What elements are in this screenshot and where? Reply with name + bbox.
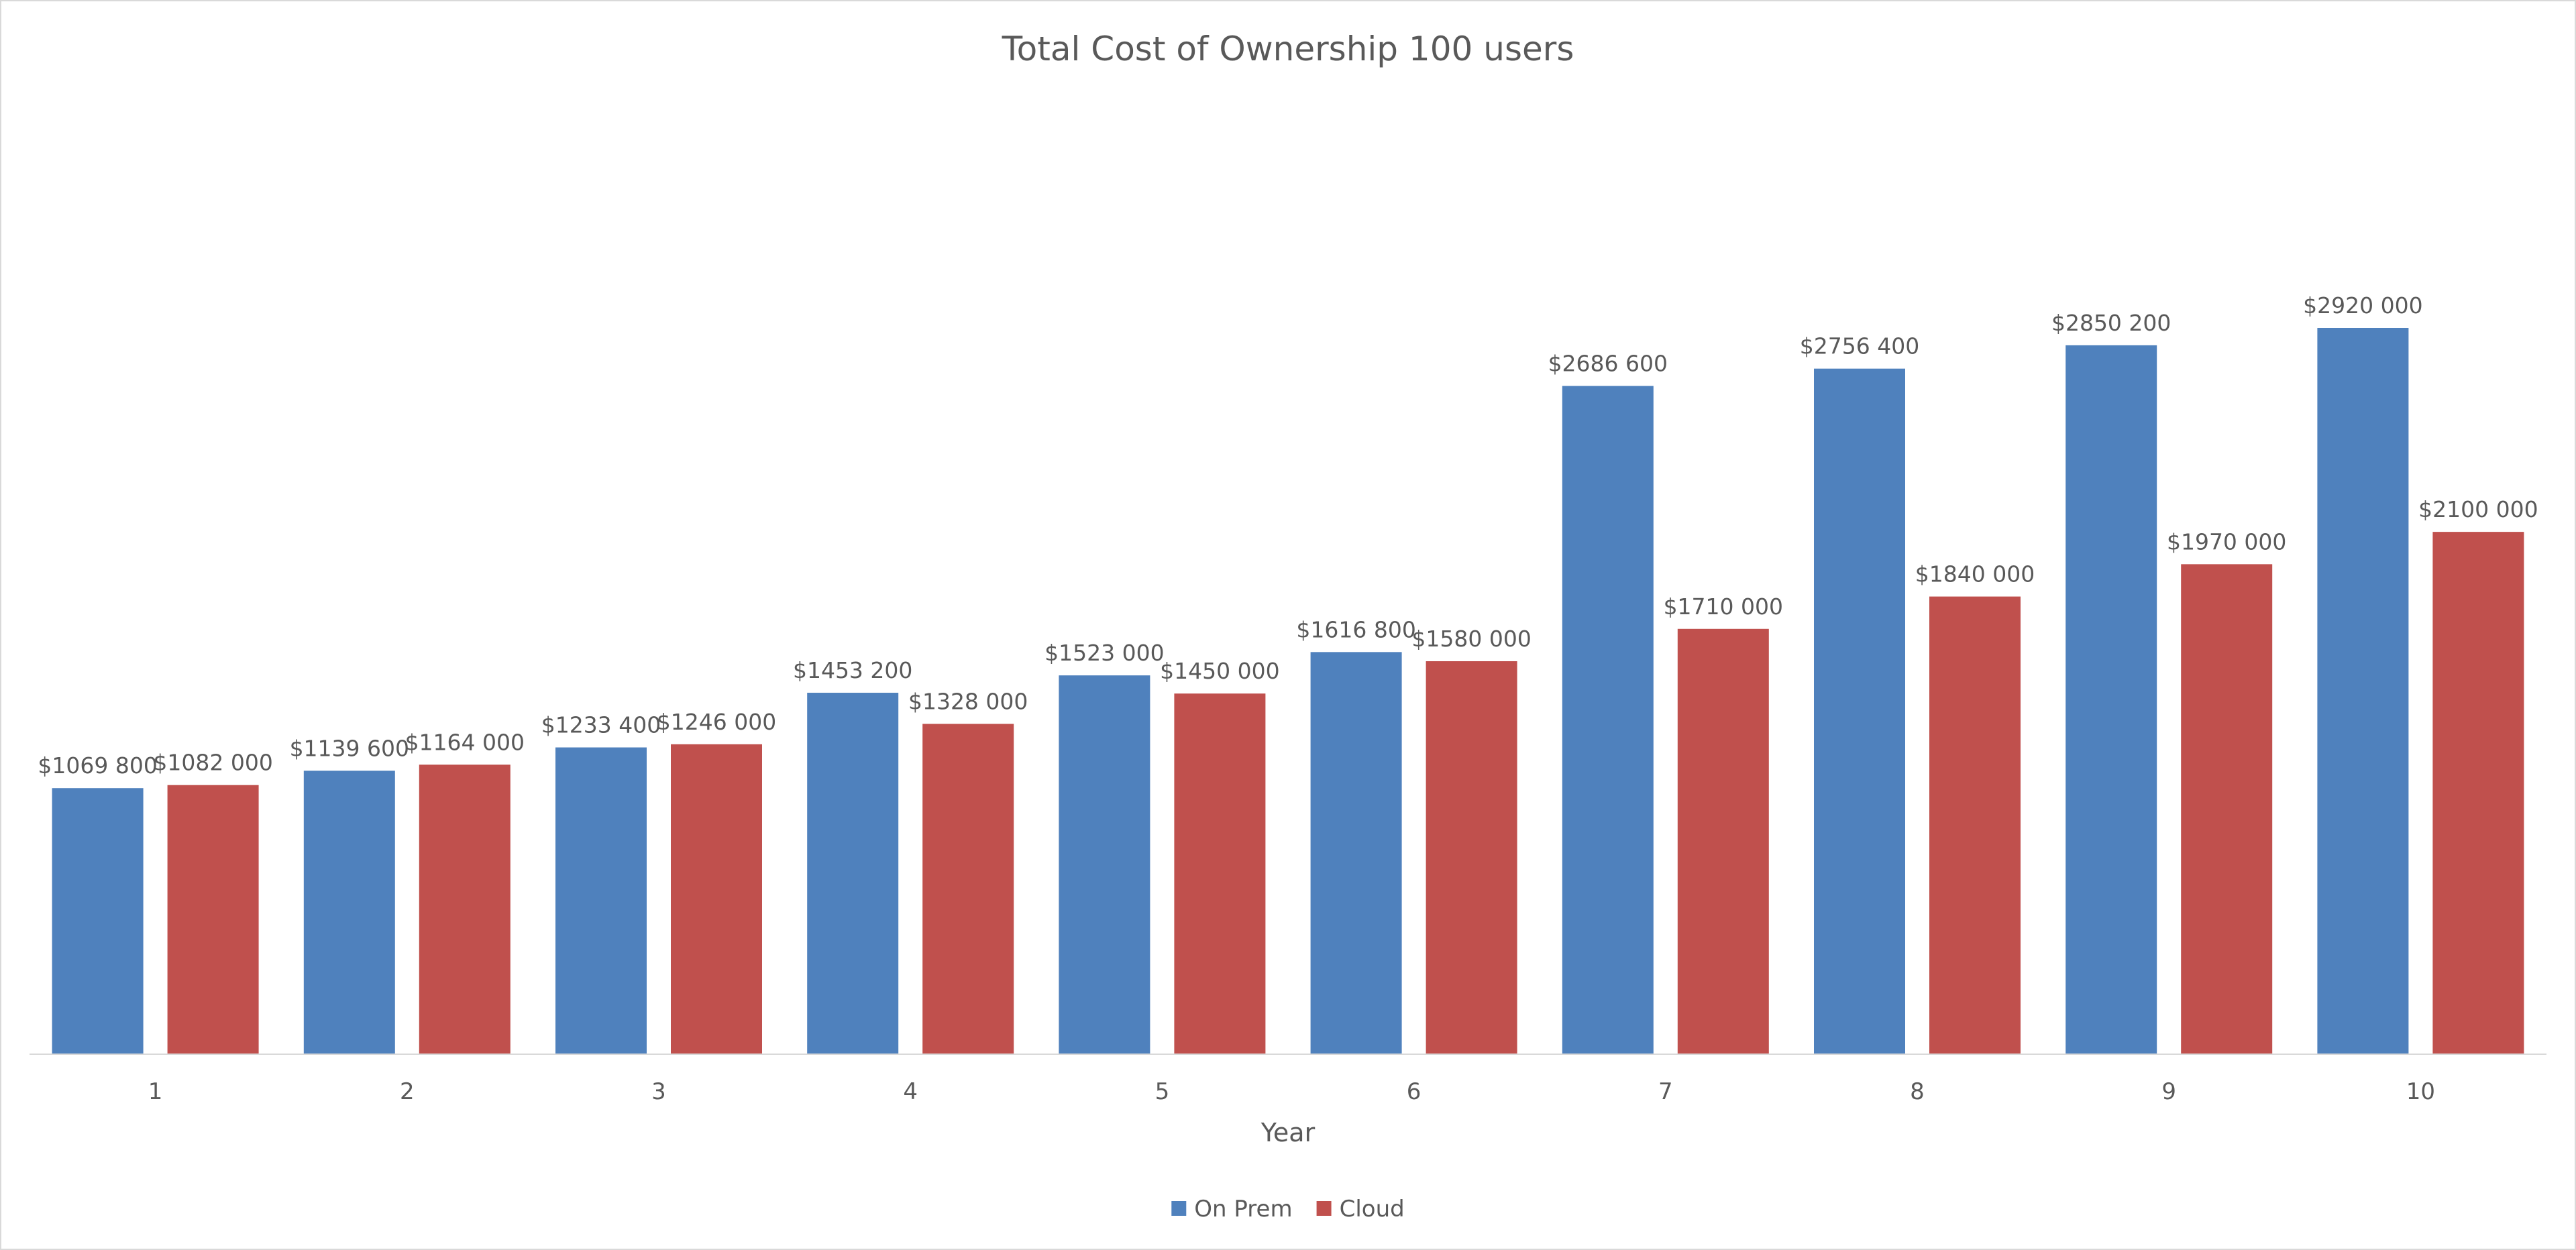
data-label-on-prem-year-2: $1139 600: [290, 735, 409, 761]
bar-on-prem-year-7: [1562, 386, 1654, 1054]
data-label-cloud-year-10: $2100 000: [2418, 496, 2538, 522]
data-label-cloud-year-2: $1164 000: [405, 729, 525, 755]
data-label-cloud-year-7: $1710 000: [1664, 593, 1783, 620]
data-label-on-prem-year-9: $2850 200: [2051, 310, 2171, 336]
data-label-cloud-year-3: $1246 000: [657, 709, 776, 735]
bar-on-prem-year-10: [2317, 328, 2409, 1054]
data-label-on-prem-year-1: $1069 800: [38, 752, 157, 779]
bar-on-prem-year-2: [303, 771, 395, 1054]
data-label-cloud-year-4: $1328 000: [908, 688, 1028, 714]
data-label-on-prem-year-6: $1616 800: [1296, 616, 1415, 642]
data-label-cloud-year-1: $1082 000: [153, 750, 272, 776]
data-label-on-prem-year-8: $2756 400: [1800, 333, 1919, 359]
bars-layer: [52, 328, 2524, 1054]
x-tick-label-9: 9: [2161, 1078, 2176, 1105]
data-label-cloud-year-5: $1450 000: [1160, 658, 1279, 684]
data-label-on-prem-year-3: $1233 400: [541, 712, 661, 738]
x-tick-label-8: 8: [1910, 1078, 1925, 1105]
bar-on-prem-year-1: [52, 788, 144, 1054]
x-tick-label-5: 5: [1155, 1078, 1170, 1105]
data-labels-layer: $1069 800$1082 000 $1139 600$1164 000 $123…: [38, 292, 2538, 779]
bar-on-prem-year-3: [555, 747, 647, 1054]
x-tick-label-7: 7: [1658, 1078, 1673, 1105]
chart-title: Total Cost of Ownership 100 users: [1002, 30, 1574, 68]
x-tick-label-10: 10: [2406, 1078, 2435, 1105]
bar-cloud-year-8: [1929, 596, 2021, 1054]
bar-on-prem-year-8: [1814, 368, 1905, 1054]
x-tick-label-2: 2: [400, 1078, 415, 1105]
bar-on-prem-year-6: [1310, 652, 1402, 1054]
bar-cloud-year-9: [2181, 564, 2273, 1054]
x-tick-label-4: 4: [903, 1078, 918, 1105]
data-label-on-prem-year-4: $1453 200: [793, 657, 912, 683]
legend-swatch-on-prem: [1171, 1201, 1187, 1216]
data-label-cloud-year-6: $1580 000: [1411, 626, 1531, 652]
bar-cloud-year-5: [1174, 693, 1266, 1054]
bar-on-prem-year-9: [2065, 345, 2157, 1054]
bar-cloud-year-3: [671, 744, 762, 1054]
legend-swatch-cloud: [1316, 1201, 1332, 1216]
bar-on-prem-year-4: [807, 693, 899, 1054]
data-label-on-prem-year-7: $2686 600: [1548, 351, 1668, 377]
x-tick-label-3: 3: [651, 1078, 666, 1105]
bar-on-prem-year-5: [1059, 675, 1150, 1054]
data-label-cloud-year-9: $1970 000: [2167, 528, 2286, 555]
x-tick-label-6: 6: [1407, 1078, 1421, 1105]
legend-label-on-prem: On Prem: [1194, 1196, 1292, 1223]
x-tick-labels-layer: 1 2 3 4 5 6 7 8 9 10: [148, 1078, 2435, 1105]
legend: On Prem Cloud: [1171, 1196, 1405, 1223]
x-tick-label-1: 1: [148, 1078, 163, 1105]
bar-cloud-year-4: [922, 724, 1014, 1054]
legend-label-cloud: Cloud: [1340, 1196, 1405, 1223]
data-label-cloud-year-8: $1840 000: [1915, 561, 2035, 587]
bar-cloud-year-1: [167, 785, 259, 1054]
bar-cloud-year-2: [419, 764, 511, 1054]
data-label-on-prem-year-5: $1523 000: [1044, 640, 1164, 666]
x-axis-title: Year: [1260, 1118, 1316, 1147]
bar-cloud-year-6: [1426, 661, 1517, 1054]
bar-cloud-year-7: [1677, 628, 1769, 1054]
data-label-on-prem-year-10: $2920 000: [2303, 292, 2422, 319]
bar-cloud-year-10: [2432, 532, 2524, 1054]
